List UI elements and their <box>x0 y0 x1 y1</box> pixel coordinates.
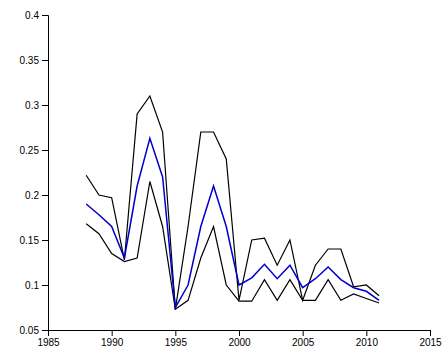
tick-mark <box>42 60 48 61</box>
tick-label: 0.1 <box>25 280 39 291</box>
tick-label: 2005 <box>292 337 315 348</box>
chart-container: 19851990199520002005201020150.050.10.150… <box>0 0 448 360</box>
tick-label: 0.35 <box>20 55 40 66</box>
tick-mark <box>42 240 48 241</box>
tick: 0.35 <box>20 55 48 66</box>
tick-mark <box>42 105 48 106</box>
tick: 0.15 <box>20 235 48 246</box>
chart-svg: 19851990199520002005201020150.050.10.150… <box>0 0 448 360</box>
tick-mark <box>112 330 113 336</box>
tick: 0.4 <box>25 10 48 21</box>
series-line <box>86 182 379 310</box>
tick: 2010 <box>356 330 379 348</box>
lines <box>86 96 379 309</box>
tick: 0.3 <box>25 100 48 111</box>
tick: 1985 <box>37 330 60 348</box>
tick-mark <box>42 330 48 331</box>
tick: 0.1 <box>25 280 48 291</box>
tick-mark <box>303 330 304 336</box>
tick-label: 1995 <box>165 337 188 348</box>
plot-area: 19851990199520002005201020150.050.10.150… <box>20 10 443 348</box>
tick: 2015 <box>419 330 442 348</box>
tick: 0.05 <box>20 325 48 336</box>
tick-label: 0.05 <box>20 325 40 336</box>
tick-label: 0.4 <box>25 10 39 21</box>
tick-label: 0.3 <box>25 100 39 111</box>
tick-mark <box>366 330 367 336</box>
tick-mark <box>175 330 176 336</box>
tick-label: 0.25 <box>20 145 40 156</box>
tick-mark <box>430 330 431 336</box>
tick-label: 2015 <box>419 337 442 348</box>
tick-label: 2000 <box>228 337 251 348</box>
tick-label: 1990 <box>101 337 124 348</box>
tick: 1990 <box>101 330 124 348</box>
tick-mark <box>42 150 48 151</box>
tick-label: 0.15 <box>20 235 40 246</box>
tick-mark <box>42 15 48 16</box>
tick-label: 0.2 <box>25 190 39 201</box>
series-line <box>86 138 379 307</box>
tick-label: 2010 <box>356 337 379 348</box>
axis-line <box>42 16 49 331</box>
tick-mark <box>42 285 48 286</box>
tick-mark <box>239 330 240 336</box>
tick: 2000 <box>228 330 251 348</box>
tick-mark <box>42 195 48 196</box>
tick-label: 1985 <box>37 337 60 348</box>
tick: 0.2 <box>25 190 48 201</box>
axis-line <box>49 331 431 337</box>
tick: 1995 <box>165 330 188 348</box>
x-axis: 1985 1990 1995 2000 2005 2010 2015 <box>37 330 442 348</box>
y-axis: 0.05 0.1 0.15 0.2 0.25 0.3 0.35 0.4 <box>20 10 49 336</box>
series-line <box>86 96 379 309</box>
tick: 2005 <box>292 330 315 348</box>
tick: 0.25 <box>20 145 48 156</box>
